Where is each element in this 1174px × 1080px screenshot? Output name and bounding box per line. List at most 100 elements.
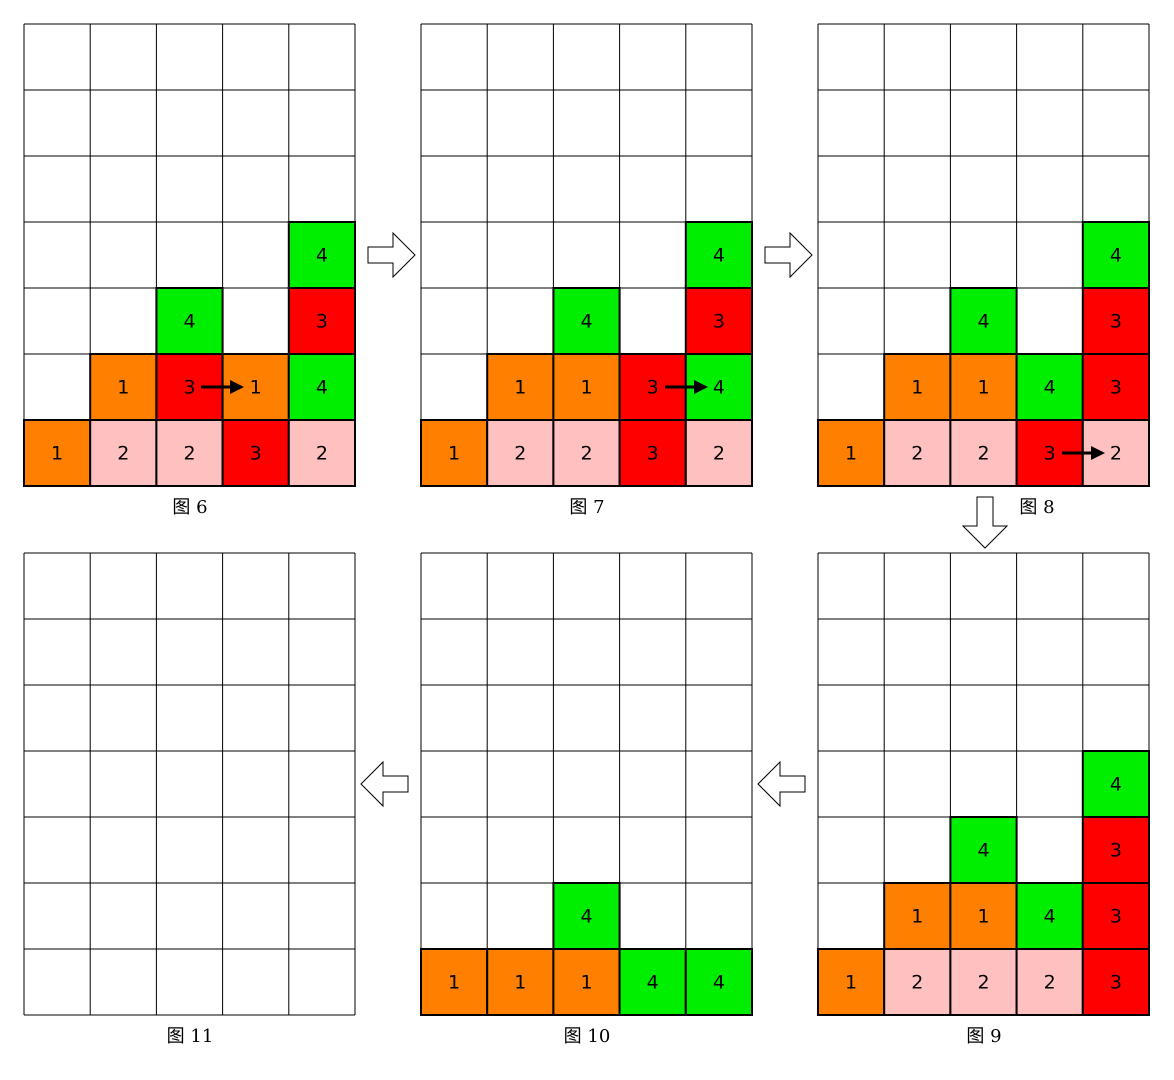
block <box>1081 750 1151 818</box>
block-number: 2 <box>183 443 195 465</box>
block-number: 3 <box>713 311 725 333</box>
block-number: 2 <box>1110 443 1122 465</box>
block-number: 4 <box>713 377 725 399</box>
block-number: 3 <box>1110 311 1122 333</box>
block-number: 2 <box>977 443 989 465</box>
block-number: 4 <box>1044 377 1056 399</box>
block-number: 4 <box>647 972 659 994</box>
block <box>1015 948 1084 1016</box>
block-number: 2 <box>1044 972 1056 994</box>
block <box>684 287 753 355</box>
move-arrow-head <box>1091 446 1105 460</box>
block <box>684 419 753 487</box>
block-number: 2 <box>977 972 989 994</box>
block <box>1081 948 1151 1016</box>
block-number: 4 <box>1044 906 1056 928</box>
block <box>552 948 621 1016</box>
arrow-left <box>757 760 806 808</box>
block <box>420 948 489 1016</box>
block-number: 3 <box>1110 972 1122 994</box>
move-arrows <box>201 380 1105 460</box>
move-arrow-head <box>230 380 244 394</box>
block-number: 3 <box>1044 443 1056 465</box>
block-number: 4 <box>580 906 592 928</box>
arrow-right <box>367 231 416 279</box>
block-number: 1 <box>514 377 526 399</box>
block-number: 3 <box>647 443 659 465</box>
block-number: 3 <box>1110 377 1122 399</box>
block <box>883 948 952 1016</box>
block-number: 3 <box>647 377 659 399</box>
arrow-down <box>961 496 1009 549</box>
block-number: 3 <box>1110 840 1122 862</box>
block-number: 1 <box>977 906 989 928</box>
caption: 图 7 <box>569 497 604 518</box>
block-number: 3 <box>316 311 328 333</box>
flow-arrows <box>360 231 1009 808</box>
caption: 图 8 <box>1019 497 1054 518</box>
move-arrow-head <box>694 380 708 394</box>
block <box>618 948 687 1016</box>
block-number: 2 <box>911 443 923 465</box>
block-number: 4 <box>977 840 989 862</box>
block-number: 1 <box>845 972 857 994</box>
block-number: 4 <box>977 311 989 333</box>
block <box>817 419 886 487</box>
block-number: 1 <box>514 972 526 994</box>
block-number: 3 <box>183 377 195 399</box>
block <box>1081 882 1151 950</box>
caption: 图 6 <box>172 497 207 518</box>
block-number: 4 <box>580 311 592 333</box>
block <box>89 353 158 421</box>
caption: 图 11 <box>167 1026 214 1047</box>
block-number: 1 <box>580 377 592 399</box>
block-number: 1 <box>51 443 63 465</box>
block <box>1081 221 1151 289</box>
block <box>287 353 356 421</box>
block-number: 1 <box>250 377 262 399</box>
block <box>155 353 224 421</box>
block <box>486 948 555 1016</box>
block <box>949 816 1018 884</box>
block <box>1081 353 1151 421</box>
block-number: 2 <box>911 972 923 994</box>
block <box>89 419 158 487</box>
block-number: 4 <box>316 245 328 267</box>
block-number: 1 <box>117 377 129 399</box>
block-number: 1 <box>448 972 460 994</box>
block-number: 4 <box>713 972 725 994</box>
caption: 图 10 <box>564 1026 611 1047</box>
block <box>552 419 621 487</box>
block-number: 1 <box>977 377 989 399</box>
block-number: 2 <box>580 443 592 465</box>
block-number: 4 <box>1110 774 1122 796</box>
block-number: 1 <box>580 972 592 994</box>
arrow-right <box>764 231 813 279</box>
block-number: 3 <box>1110 906 1122 928</box>
block <box>684 948 753 1016</box>
block-number: 4 <box>183 311 195 333</box>
block-number: 1 <box>448 443 460 465</box>
block <box>221 419 290 487</box>
block-number: 1 <box>911 906 923 928</box>
caption: 图 9 <box>966 1026 1001 1047</box>
block <box>883 353 952 421</box>
block-number: 4 <box>713 245 725 267</box>
block <box>949 948 1018 1016</box>
block-number: 2 <box>316 443 328 465</box>
block-number: 4 <box>316 377 328 399</box>
block-number: 2 <box>713 443 725 465</box>
block-number: 2 <box>117 443 129 465</box>
block-number: 3 <box>250 443 262 465</box>
block <box>23 419 92 487</box>
block-number: 1 <box>911 377 923 399</box>
block-number: 2 <box>514 443 526 465</box>
block <box>1081 287 1151 355</box>
block <box>155 419 224 487</box>
grids: 4 4 3 1 3 1 4 1 2 2 3 2 图 6 4 4 3 1 1 3 4 1 2 2 3 2 图 7 4 4 3 1 1 4 3 1 2 2… <box>23 23 1151 1047</box>
block <box>287 419 356 487</box>
arrow-left <box>360 760 409 808</box>
block-number: 4 <box>1110 245 1122 267</box>
block <box>684 221 753 289</box>
